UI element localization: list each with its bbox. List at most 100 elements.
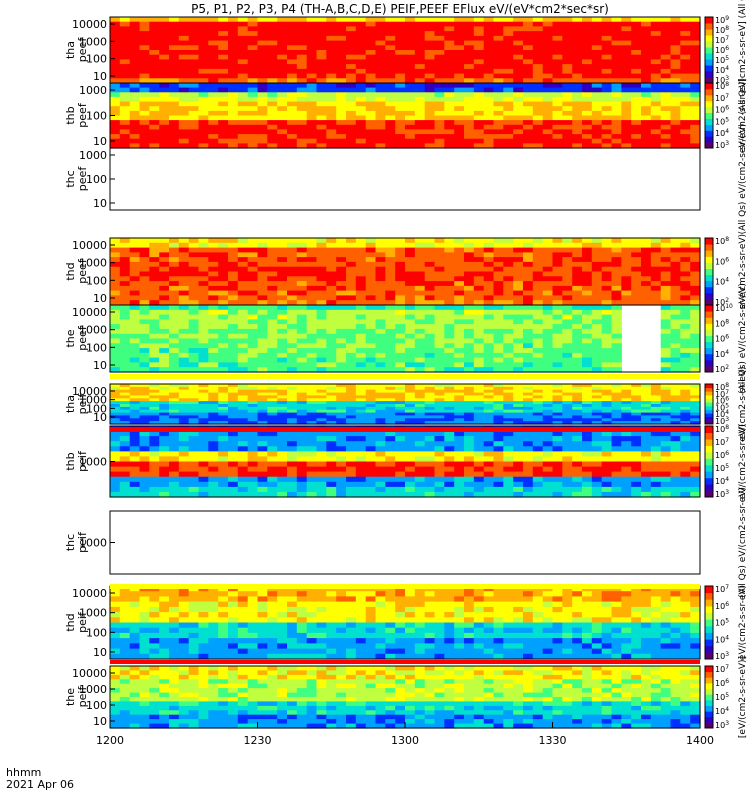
heatmap-cell — [434, 92, 445, 98]
heatmap-cell — [306, 252, 318, 258]
heatmap-cell — [129, 392, 141, 397]
heatmap-cell — [572, 418, 583, 422]
heatmap-cell — [611, 404, 622, 408]
heatmap-cell — [169, 446, 180, 452]
heatmap-cell — [336, 415, 347, 419]
heatmap-cell — [641, 412, 652, 417]
heatmap-cell — [159, 328, 170, 335]
heatmap-cell — [316, 409, 327, 414]
heatmap-cell — [493, 436, 504, 442]
heatmap-cell — [316, 451, 327, 458]
heatmap-cell — [247, 73, 259, 79]
heatmap-cell — [306, 83, 318, 89]
heatmap-cell — [208, 143, 219, 149]
heatmap-cell — [287, 45, 298, 51]
heatmap-cell — [424, 441, 436, 447]
heatmap-cell — [670, 392, 681, 397]
heatmap-cell — [424, 106, 436, 112]
heatmap-cell — [149, 247, 160, 253]
heatmap-cell — [355, 73, 367, 79]
heatmap-cell — [523, 392, 534, 397]
heatmap-cell — [218, 115, 229, 121]
heatmap-cell — [169, 328, 180, 335]
heatmap-cell — [188, 295, 200, 301]
heatmap-cell — [198, 392, 209, 397]
heatmap-cell — [257, 418, 268, 422]
heatmap-cell — [572, 138, 583, 144]
heatmap-cell — [405, 96, 416, 103]
heatmap-cell — [385, 101, 396, 107]
heatmap-cell — [287, 367, 298, 373]
heatmap-cell — [582, 471, 593, 478]
heatmap-cell — [552, 26, 563, 32]
heatmap-cell — [660, 45, 672, 51]
heatmap-cell — [670, 314, 681, 320]
heatmap-cell — [562, 476, 573, 483]
heatmap-cell — [306, 68, 318, 75]
heatmap-cell — [228, 314, 239, 320]
heatmap-cell — [149, 324, 160, 330]
heatmap-cell — [119, 324, 131, 330]
heatmap-cell — [582, 466, 593, 473]
heatmap-cell — [641, 87, 652, 93]
heatmap-cell — [188, 392, 200, 397]
heatmap-cell — [591, 412, 603, 417]
heatmap-cell — [670, 295, 681, 301]
heatmap-cell — [326, 362, 337, 368]
colorbar-segment — [705, 124, 713, 131]
heatmap-cell — [513, 319, 524, 325]
heatmap-cell — [277, 409, 288, 414]
heatmap-cell — [218, 395, 229, 399]
heatmap-cell — [306, 338, 318, 344]
heatmap-cell — [562, 398, 573, 402]
heatmap-cell — [582, 64, 593, 70]
heatmap-cell — [287, 92, 298, 98]
heatmap-cell — [572, 348, 583, 354]
heatmap-cell — [306, 285, 318, 292]
heatmap-cell — [611, 305, 622, 311]
heatmap-cell — [650, 451, 662, 458]
heatmap-cell — [562, 143, 573, 149]
heatmap-cell — [562, 471, 573, 478]
heatmap-cell — [208, 348, 219, 354]
heatmap-cell — [110, 309, 121, 316]
heatmap-cell — [228, 451, 239, 458]
heatmap-cell — [621, 26, 632, 32]
heatmap-cell — [178, 418, 190, 422]
heatmap-cell — [591, 143, 603, 149]
heatmap-cell — [159, 367, 170, 373]
heatmap-cell — [493, 406, 504, 411]
colorbar-tick-label: 108 — [715, 382, 729, 392]
heatmap-cell — [552, 305, 563, 311]
heatmap-cell — [562, 26, 573, 32]
heatmap-cell — [149, 401, 160, 405]
heatmap-cell — [228, 59, 239, 65]
colorbar-segment — [705, 286, 713, 294]
heatmap-cell — [601, 466, 613, 473]
heatmap-cell — [346, 300, 357, 306]
heatmap-cell — [424, 404, 436, 408]
heatmap-cell — [169, 26, 180, 32]
heatmap-cell — [208, 271, 219, 277]
heatmap-cell — [650, 401, 662, 405]
heatmap-cell — [670, 238, 681, 244]
heatmap-cell — [660, 295, 672, 301]
heatmap-cell — [513, 406, 524, 411]
heatmap-cell — [169, 257, 180, 263]
heatmap-cell — [690, 261, 701, 268]
heatmap-cell — [650, 276, 662, 282]
heatmap-cell — [434, 384, 445, 388]
heatmap-cell — [582, 285, 593, 292]
heatmap-cell — [375, 421, 386, 425]
heatmap-cell — [591, 64, 603, 70]
heatmap-cell — [473, 290, 485, 296]
heatmap-cell — [178, 357, 190, 363]
heatmap-cell — [670, 276, 681, 282]
heatmap-cell — [169, 481, 180, 488]
heatmap-cell — [641, 421, 652, 425]
heatmap-cell — [257, 384, 268, 388]
heatmap-cell — [267, 476, 278, 483]
heatmap-cell — [110, 285, 121, 292]
heatmap-cell — [631, 83, 642, 89]
heatmap-cell — [483, 129, 495, 135]
